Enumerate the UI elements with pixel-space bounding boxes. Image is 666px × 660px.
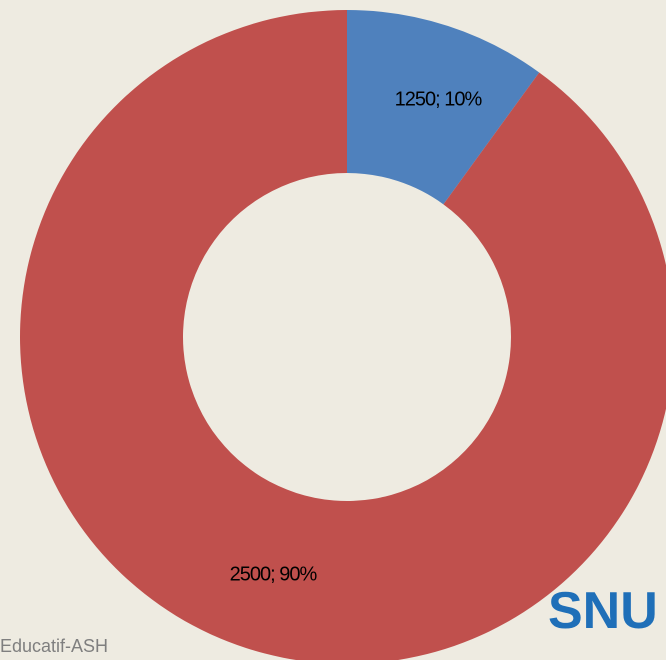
data-label: 2500; 90% (230, 563, 318, 585)
logo: SNU (548, 582, 658, 640)
slice (20, 10, 666, 660)
footer-text: Educatif-ASH (0, 636, 108, 656)
donut: 1250; 10% 2500; 90% (20, 10, 666, 660)
data-label: 1250; 10% (395, 88, 483, 110)
slice (347, 10, 540, 205)
